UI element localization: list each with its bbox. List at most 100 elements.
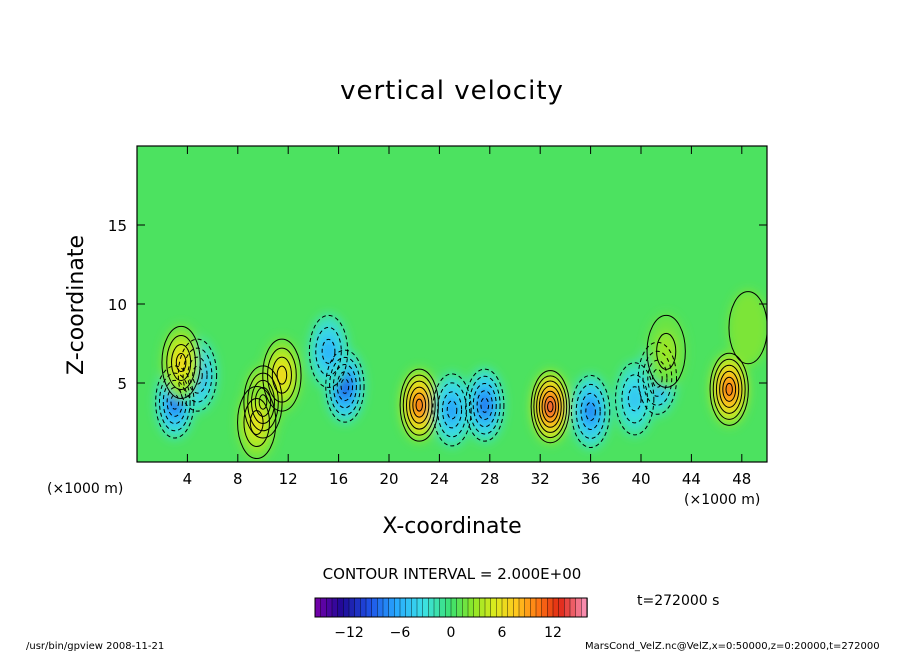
- contour-ring-2-3: [175, 352, 187, 372]
- contour-ring-12-1: [575, 383, 606, 439]
- contour-ring-1-2: [187, 356, 208, 394]
- contour-ring-6-1: [329, 356, 361, 416]
- contour-ring-9-3: [446, 400, 458, 420]
- colorbar-swatch: [388, 597, 396, 618]
- x-tick-label: 4: [183, 470, 193, 488]
- heatmap-cell-2-1: [165, 334, 197, 391]
- heatmap-cell-12-0: [570, 373, 611, 450]
- contour-ring-9-2: [441, 391, 463, 429]
- contour-ring-10-4: [480, 397, 490, 413]
- contour-ring-13-2: [647, 359, 668, 397]
- contour-ring-7-2: [321, 338, 336, 364]
- heatmap-cell-8-1: [402, 373, 437, 437]
- heatmap-cell-7-0: [308, 313, 349, 390]
- contour-ring-11-5: [544, 395, 557, 418]
- colorbar-swatch: [462, 597, 469, 618]
- contour-ring-12-0: [570, 374, 611, 448]
- contour-ring-10-2: [472, 383, 497, 428]
- heatmap-cell-0-3: [166, 386, 183, 418]
- colorbar-tick-label: −12: [334, 625, 364, 641]
- contour-ring-2-2: [171, 343, 192, 381]
- heatmap-cell-14-2: [627, 386, 642, 412]
- colorbar-swatch: [575, 597, 583, 618]
- heatmap-cell-2-2: [171, 343, 192, 382]
- x-tick-label: 48: [732, 470, 751, 488]
- contour-ring-13-0: [637, 341, 678, 415]
- colorbar-swatch: [524, 597, 532, 618]
- colorbar-swatch: [405, 597, 413, 618]
- contour-ring-1-0: [177, 338, 218, 412]
- heatmap-cell-11-0: [530, 368, 571, 445]
- heatmap-cell-2-0: [160, 324, 202, 401]
- contour-ring-5-1: [243, 397, 270, 448]
- contour-ring-8-0: [399, 368, 439, 442]
- chart-title: vertical velocity: [340, 76, 564, 106]
- heatmap-cell-17-0: [727, 289, 767, 366]
- contour-ring-10-1: [468, 375, 501, 435]
- colorbar-swatch: [411, 597, 418, 618]
- colorbar-swatch: [416, 597, 424, 618]
- heatmap-cell-11-1: [533, 374, 568, 440]
- colorbar-swatch: [343, 597, 350, 618]
- contour-ring-0-2: [162, 379, 187, 425]
- colorbar-swatch: [479, 597, 486, 618]
- colorbar-swatch: [581, 597, 588, 618]
- contour-ring-14-0: [615, 362, 655, 436]
- x-tick-label: 16: [329, 470, 348, 488]
- heatmap-cell-0-2: [162, 379, 187, 425]
- heatmap-cell-12-2: [580, 392, 601, 431]
- colorbar-swatch: [558, 597, 566, 618]
- heatmap-cell-0-0: [154, 364, 195, 440]
- program-label: /usr/bin/gpview 2008-11-21: [26, 641, 165, 652]
- contour-interval-label: CONTOUR INTERVAL = 2.000E+00: [322, 565, 582, 583]
- contour-ring-4-2: [271, 356, 292, 394]
- contour-ring-13-1: [642, 350, 673, 406]
- x-unit-note-left: (×1000 m): [47, 481, 124, 497]
- heatmap-cell-10-4: [480, 397, 489, 413]
- heatmap-cell-15-4: [722, 376, 736, 402]
- contour-ring-15-5: [725, 382, 733, 396]
- colorbar-swatch: [501, 597, 509, 618]
- contour-ring-9-0: [432, 373, 472, 447]
- colorbar-swatch: [518, 597, 526, 618]
- colorbar-swatch: [433, 597, 441, 618]
- heatmap-cell-9-3: [446, 400, 458, 420]
- heatmap-cell-15-1: [712, 357, 746, 421]
- contour-ring-7-0: [308, 314, 349, 388]
- colorbar-swatch: [399, 597, 407, 618]
- colorbar-swatch: [354, 597, 362, 618]
- y-tick-label: 5: [117, 375, 127, 393]
- contour-ring-4-3: [276, 365, 288, 385]
- time-label: t=272000 s: [637, 593, 720, 609]
- x-tick-label: 32: [531, 470, 550, 488]
- x-tick-label: 8: [233, 470, 243, 488]
- colorbar-tick-label: 0: [447, 625, 456, 641]
- colorbar-swatch: [377, 597, 384, 618]
- heatmap-cell-5-0: [236, 384, 277, 461]
- contour-ring-15-1: [712, 358, 746, 420]
- contour-ring-0-3: [166, 387, 183, 417]
- heatmap-cell-11-2: [535, 379, 565, 434]
- heatmap-cell-12-3: [585, 401, 596, 421]
- contour-ring-1-3: [192, 365, 203, 385]
- heatmap-cell-6-3: [336, 370, 353, 402]
- colorbar-swatch: [320, 597, 328, 618]
- heatmap-cell-0-1: [158, 371, 191, 433]
- colorbar-swatch: [473, 597, 481, 618]
- contour-ring-11-6: [547, 401, 554, 413]
- heatmap-cell-1-0: [177, 337, 218, 414]
- contour-ring-13-3: [652, 368, 663, 388]
- colorbar-swatch: [348, 597, 356, 618]
- heatmap-cell-3-4: [258, 394, 268, 410]
- heatmap-cell-3-2: [250, 379, 276, 425]
- y-tick-label: 15: [108, 217, 127, 235]
- heatmap-background: [137, 146, 767, 462]
- heatmap-cell-1-3: [192, 365, 203, 385]
- contour-ring-2-0: [161, 325, 201, 399]
- colorbar-swatch: [382, 597, 390, 618]
- colorbar-swatch: [331, 597, 339, 618]
- heatmap-cell-10-3: [476, 389, 493, 421]
- colorbar-swatch: [360, 597, 367, 618]
- heatmap-cell-1-2: [187, 356, 208, 395]
- heatmap-cell-11-4: [541, 390, 559, 423]
